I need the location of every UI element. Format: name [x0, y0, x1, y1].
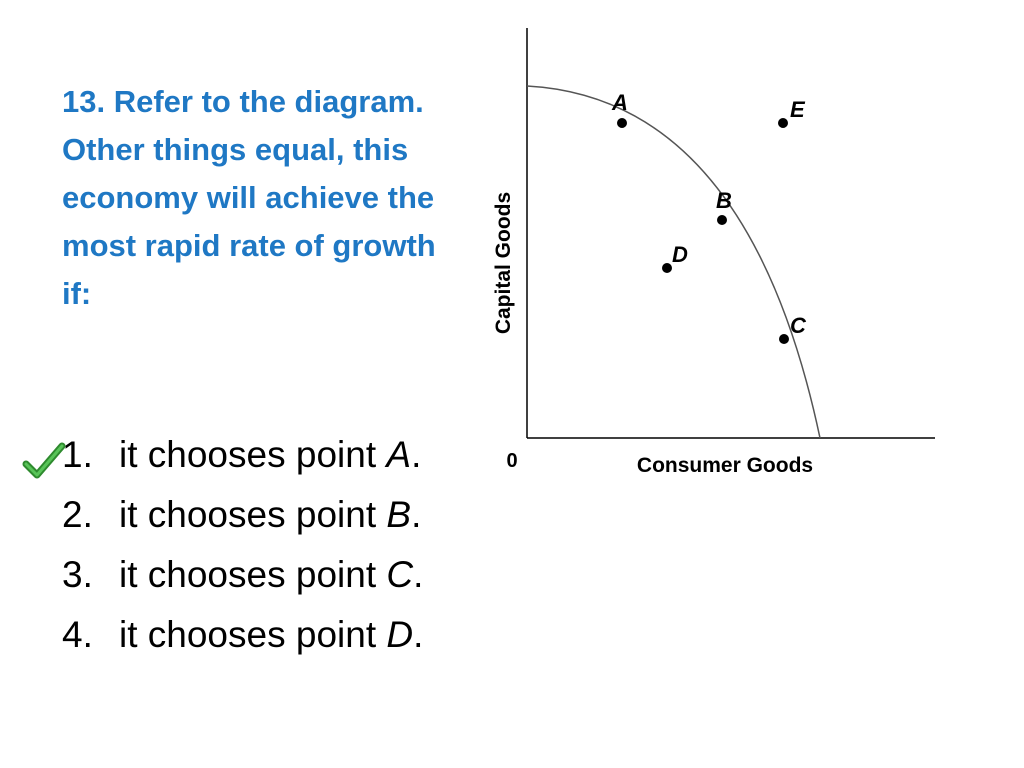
answer-choice-4[interactable]: 4. it chooses point D. — [62, 614, 424, 655]
point-e-marker — [778, 118, 788, 128]
checkmark-icon — [22, 442, 66, 479]
answer-choice-1[interactable]: 1. it chooses point A. — [62, 434, 422, 475]
answer-choices: 1. it chooses point A. 2. it chooses point… — [62, 425, 423, 665]
origin-label: 0 — [506, 450, 517, 472]
x-axis-label: Consumer Goods — [637, 454, 813, 477]
point-b-label: B — [716, 188, 732, 213]
point-d-label: D — [672, 242, 688, 267]
point-e-label: E — [790, 97, 806, 122]
point-c-marker — [779, 334, 789, 344]
production-possibilities-curve — [526, 85, 821, 439]
point-a-marker — [617, 118, 627, 128]
answer-choice-3[interactable]: 3. it chooses point C. — [62, 554, 424, 595]
answer-choice-2[interactable]: 2. it chooses point B. — [62, 494, 422, 535]
question-text: 13. Refer to the diagram. Other things e… — [62, 84, 436, 311]
y-axis-label: Capital Goods — [492, 192, 515, 334]
point-d-marker — [662, 263, 672, 273]
point-a-label: A — [611, 90, 628, 115]
point-c-label: C — [790, 313, 807, 338]
ppc-diagram: A B C D E Capital Goods Consumer Goods 0 — [492, 28, 935, 477]
point-b-marker — [717, 215, 727, 225]
